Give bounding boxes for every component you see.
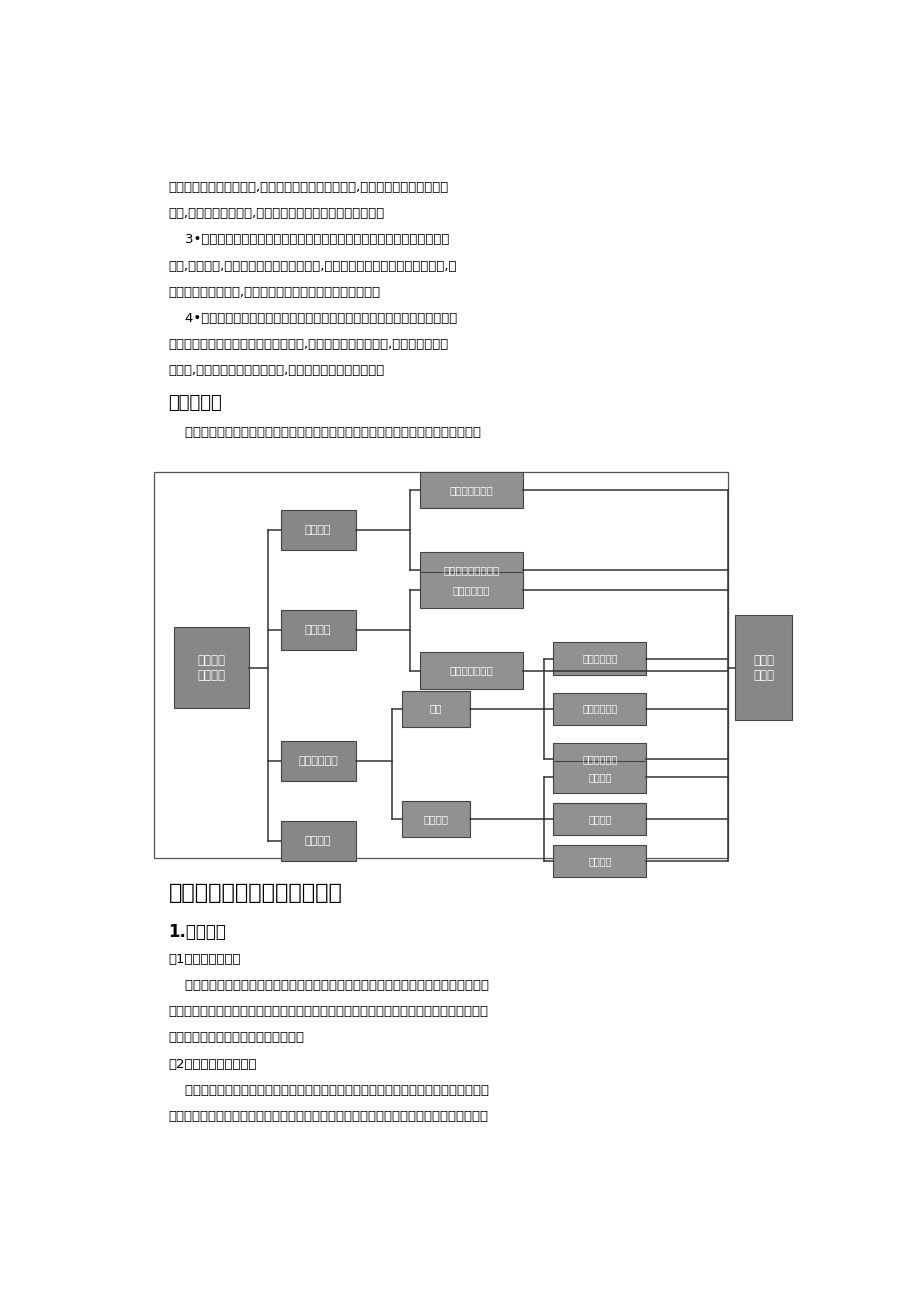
Text: 中小企业财务风险产生的原因: 中小企业财务风险产生的原因 [168, 883, 342, 904]
Text: 筹资风险: 筹资风险 [304, 525, 331, 535]
Text: 根据资本运动的过程可划分为筹资风险、投资风险、资金回收风险和收益分配风险。: 根据资本运动的过程可划分为筹资风险、投资风险、资金回收风险和收益分配风险。 [168, 426, 481, 439]
Text: 其他风险: 其他风险 [304, 836, 331, 846]
FancyBboxPatch shape [174, 628, 248, 708]
Text: 存货价格风险: 存货价格风险 [582, 703, 617, 713]
Text: 项目投资大败: 项目投资大败 [452, 586, 490, 595]
Text: 不以存货风险: 不以存货风险 [582, 654, 617, 664]
Text: 坏账损失: 坏账损失 [587, 855, 611, 866]
Text: 存货: 存货 [429, 703, 442, 713]
Text: 负债资金的风险: 负债资金的风险 [449, 486, 493, 495]
Text: 如果企业的利润分配政策缺乏控制制度,不结合企业的实际情况,不进行科学的分: 如果企业的利润分配政策缺乏控制制度,不结合企业的实际情况,不进行科学的分 [168, 337, 448, 350]
FancyBboxPatch shape [280, 741, 356, 781]
Text: 业理财有重要影响。企业无不希望在不违反税法的前提下减少纳税负担。税负的减少。只能: 业理财有重要影响。企业无不希望在不违反税法的前提下减少纳税负担。税负的减少。只能 [168, 1109, 488, 1122]
Text: 1.外部原因: 1.外部原因 [168, 923, 226, 941]
Text: 宏观经济的变化对企业来说，是难以准确预见和无法改变的，其不利变化必然给企业带: 宏观经济的变化对企业来说，是难以准确预见和无法改变的，其不利变化必然给企业带 [168, 979, 489, 992]
FancyBboxPatch shape [402, 690, 470, 727]
Text: 存货量模风险: 存货量模风险 [582, 754, 617, 764]
FancyBboxPatch shape [419, 652, 523, 689]
Text: 来财务风险。例如世界原油价格上涨导致成品油价格上涨，使运输企业增加了营运成本，减: 来财务风险。例如世界原油价格上涨导致成品油价格上涨，使运输企业增加了营运成本，减 [168, 1005, 488, 1018]
Text: 现金流
量风险: 现金流 量风险 [753, 654, 774, 681]
Text: 资本结构变化的风险: 资本结构变化的风险 [443, 565, 499, 575]
FancyBboxPatch shape [402, 801, 470, 837]
Text: 少了利润，无法实现预期的财务收益。: 少了利润，无法实现预期的财务收益。 [168, 1031, 304, 1044]
FancyBboxPatch shape [553, 845, 645, 878]
FancyBboxPatch shape [553, 760, 645, 793]
Text: 不够,盲目赊销,造成应收账款长期无法收回,直至成为坏账。在企业流动资产中,存: 不够,盲目赊销,造成应收账款长期无法收回,直至成为坏账。在企业流动资产中,存 [168, 259, 457, 272]
Text: 风险的分类: 风险的分类 [168, 393, 222, 411]
FancyBboxPatch shape [553, 803, 645, 835]
Text: 收益,投资无法按期收回,这也给企业带来了巨大的财务风险。: 收益,投资无法按期收回,这也给企业带来了巨大的财务风险。 [168, 207, 384, 220]
Text: 配决策,必将影响企业的财务结构,从而形成间接的财务风险。: 配决策,必将影响企业的财务结构,从而形成间接的财务风险。 [168, 363, 384, 376]
FancyBboxPatch shape [280, 510, 356, 551]
Text: （1）宏观经济变化: （1）宏观经济变化 [168, 953, 241, 966]
FancyBboxPatch shape [419, 573, 523, 608]
Text: 管理成本: 管理成本 [587, 814, 611, 824]
Text: 任何企业都有法定的纳税义务。税负是企业的一项费用，会增加企业的现金流出，对企: 任何企业都有法定的纳税义务。税负是企业的一项费用，会增加企业的现金流出，对企 [168, 1083, 489, 1096]
Bar [154, 473, 728, 858]
Text: 投资风险: 投资风险 [304, 625, 331, 635]
FancyBboxPatch shape [734, 615, 791, 720]
Text: 资金投向不合理: 资金投向不合理 [449, 665, 493, 676]
FancyBboxPatch shape [553, 693, 645, 725]
Text: 资产回收风险: 资产回收风险 [298, 755, 337, 766]
Text: 应收账款: 应收账款 [423, 814, 448, 824]
Text: 4•收益分配政策不规范。股利分配政策对企业的生存和发展有很大的影响。: 4•收益分配政策不规范。股利分配政策对企业的生存和发展有很大的影响。 [168, 311, 458, 324]
FancyBboxPatch shape [280, 611, 356, 651]
FancyBboxPatch shape [419, 473, 523, 508]
Text: 货所占比重相对较大,严重影响企业资产的流动性及安全性。: 货所占比重相对较大,严重影响企业资产的流动性及安全性。 [168, 285, 380, 298]
FancyBboxPatch shape [419, 552, 523, 589]
Text: 机会成本: 机会成本 [587, 772, 611, 781]
Text: （2）税收法律规范变化: （2）税收法律规范变化 [168, 1057, 256, 1070]
FancyBboxPatch shape [553, 642, 645, 674]
Text: 中小企业
财务风险: 中小企业 财务风险 [197, 654, 225, 681]
FancyBboxPatch shape [553, 742, 645, 775]
FancyBboxPatch shape [280, 822, 356, 861]
Text: 乏周密系统的分析和研究,使得投资决策失误频繁发生,投资项目不能获得预期的: 乏周密系统的分析和研究,使得投资决策失误频繁发生,投资项目不能获得预期的 [168, 181, 448, 194]
Text: 3•资金回收策略不当。相当多的企业在销售过程中对客户的信用等级了解: 3•资金回收策略不当。相当多的企业在销售过程中对客户的信用等级了解 [168, 233, 449, 246]
